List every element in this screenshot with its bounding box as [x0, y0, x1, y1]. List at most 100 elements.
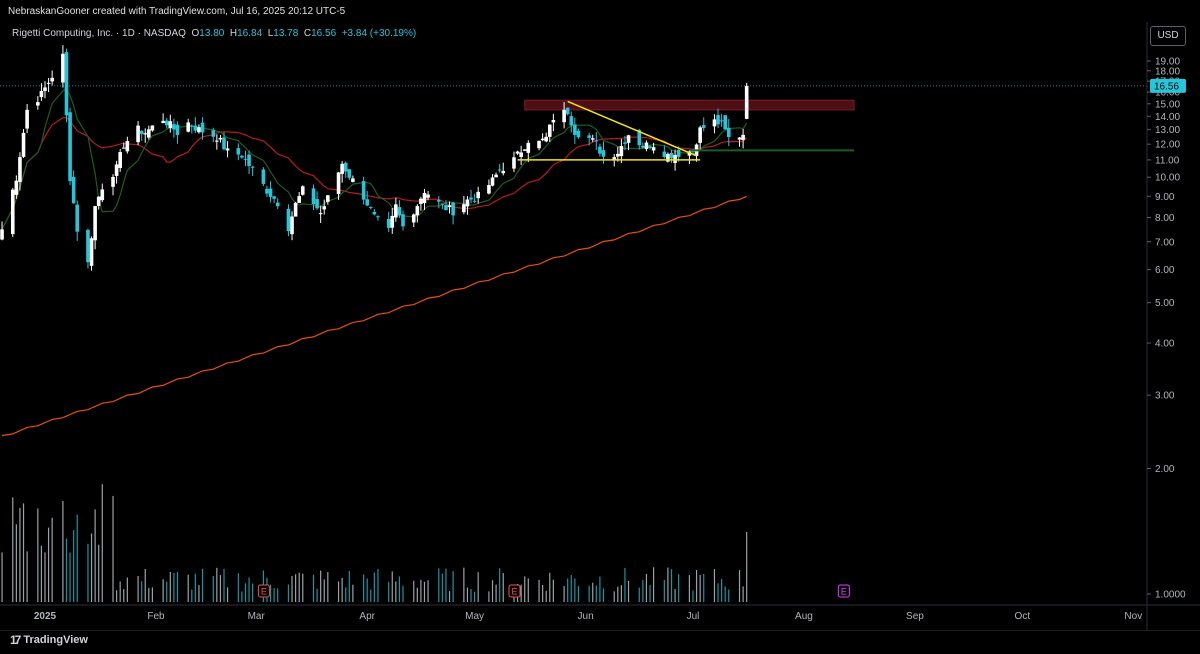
volume-bar	[728, 589, 730, 602]
candle-body	[573, 124, 577, 135]
candle-body	[676, 150, 681, 158]
time-tick-label: Feb	[147, 611, 165, 622]
candle-body	[440, 203, 445, 205]
volume-bar	[416, 587, 418, 602]
volume-bar	[678, 574, 680, 602]
candle-body	[100, 189, 105, 201]
volume-bar	[94, 509, 96, 602]
volume-bar	[466, 587, 469, 602]
volume-bar	[452, 571, 454, 602]
candle-body	[662, 151, 667, 157]
volume-bar	[252, 583, 254, 602]
price-tick-label: 5.00	[1155, 298, 1175, 309]
volume-bar	[602, 588, 605, 602]
symbol-legend: Rigetti Computing, Inc. · 1D · NASDAQ O1…	[12, 28, 416, 39]
candle-body	[590, 138, 595, 140]
chart-area[interactable]: 19.0018.0017.0016.0015.0014.0013.0012.00…	[0, 22, 1200, 630]
volume-bar	[87, 543, 89, 602]
candle-body	[286, 208, 291, 232]
volume-bar	[388, 581, 390, 602]
candle-body	[616, 153, 620, 157]
candle-body	[150, 125, 155, 131]
tradingview-logo-icon: 17	[10, 633, 21, 647]
candle-body	[347, 169, 352, 178]
earnings-marker: E	[837, 584, 850, 598]
volume-bar	[345, 587, 347, 602]
candle-body	[168, 121, 173, 129]
candle-body	[193, 125, 198, 131]
volume-bar	[373, 572, 375, 602]
volume-bar	[312, 574, 315, 602]
earnings-marker: E	[257, 584, 270, 598]
volume-bar	[391, 571, 393, 602]
tradingview-brand[interactable]: 17 TradingView	[10, 633, 88, 647]
volume-bar	[47, 527, 50, 602]
brand-name: TradingView	[23, 634, 88, 646]
volume-bar	[588, 585, 590, 602]
price-tick-label: 2.00	[1155, 464, 1175, 475]
volume-bar	[101, 484, 103, 602]
earnings-marker-box	[508, 584, 521, 598]
volume-bar	[166, 581, 168, 602]
candle-body	[10, 189, 15, 235]
volume-bar	[470, 588, 472, 602]
candle-body	[487, 185, 491, 194]
volume-bar	[703, 573, 705, 602]
candle-body	[490, 177, 495, 186]
volume-bar	[323, 579, 325, 602]
candle-body	[336, 172, 341, 194]
candle-body	[14, 180, 19, 195]
candle-body	[501, 170, 506, 174]
earnings-marker: E	[508, 584, 521, 598]
earnings-marker-box	[837, 584, 850, 598]
candle-body	[75, 204, 80, 232]
volume-bar	[19, 507, 21, 602]
volume-bar	[438, 568, 440, 602]
volume-bar	[44, 552, 46, 602]
candle-body	[701, 125, 706, 129]
candle-body	[737, 137, 742, 140]
price-tick-label: 18.00	[1155, 66, 1180, 77]
candle-body	[719, 120, 724, 122]
volume-bar	[538, 579, 540, 602]
price-tick-label: 14.00	[1155, 112, 1180, 123]
open-label: O	[191, 28, 200, 39]
volume-bar	[674, 589, 676, 602]
candle-body	[472, 200, 477, 202]
candle-body	[494, 174, 498, 178]
time-tick-label: Mar	[248, 611, 266, 622]
price-tick-label: 9.00	[1155, 192, 1175, 203]
volume-bar	[287, 584, 290, 602]
volume-bar	[542, 585, 544, 602]
volume-bar	[627, 580, 630, 602]
low-label: L	[267, 28, 274, 39]
volume-bar	[298, 572, 300, 602]
candle-body	[172, 124, 176, 130]
volume-bar	[613, 591, 615, 602]
credit-text: NebraskanGooner created with TradingView…	[8, 6, 346, 17]
price-chart[interactable]: 19.0018.0017.0016.0015.0014.0013.0012.00…	[0, 22, 1200, 630]
volume-bar	[244, 583, 247, 602]
candle-body	[265, 188, 269, 194]
candle-body	[96, 196, 101, 206]
candle-body	[272, 196, 276, 199]
candle-body	[691, 150, 695, 152]
price-tick-label: 16.00	[1155, 88, 1180, 99]
volume-bar	[26, 551, 28, 602]
currency-button[interactable]: USD	[1150, 26, 1186, 46]
price-tick-label: 19.00	[1155, 57, 1180, 68]
high-label: H	[229, 28, 238, 39]
candle-body	[641, 145, 645, 148]
earnings-marker-box	[257, 584, 270, 598]
candle-body	[68, 112, 72, 182]
candle-body	[300, 186, 305, 195]
candle-body	[716, 115, 720, 125]
volume-bar	[448, 591, 451, 602]
candle-body	[268, 188, 273, 197]
volume-bar	[527, 578, 529, 602]
candle-body	[290, 216, 294, 235]
candle-body	[397, 207, 402, 216]
volume-bar	[191, 589, 193, 602]
volume-bar	[667, 567, 669, 602]
price-tick-label: 8.00	[1155, 213, 1175, 224]
